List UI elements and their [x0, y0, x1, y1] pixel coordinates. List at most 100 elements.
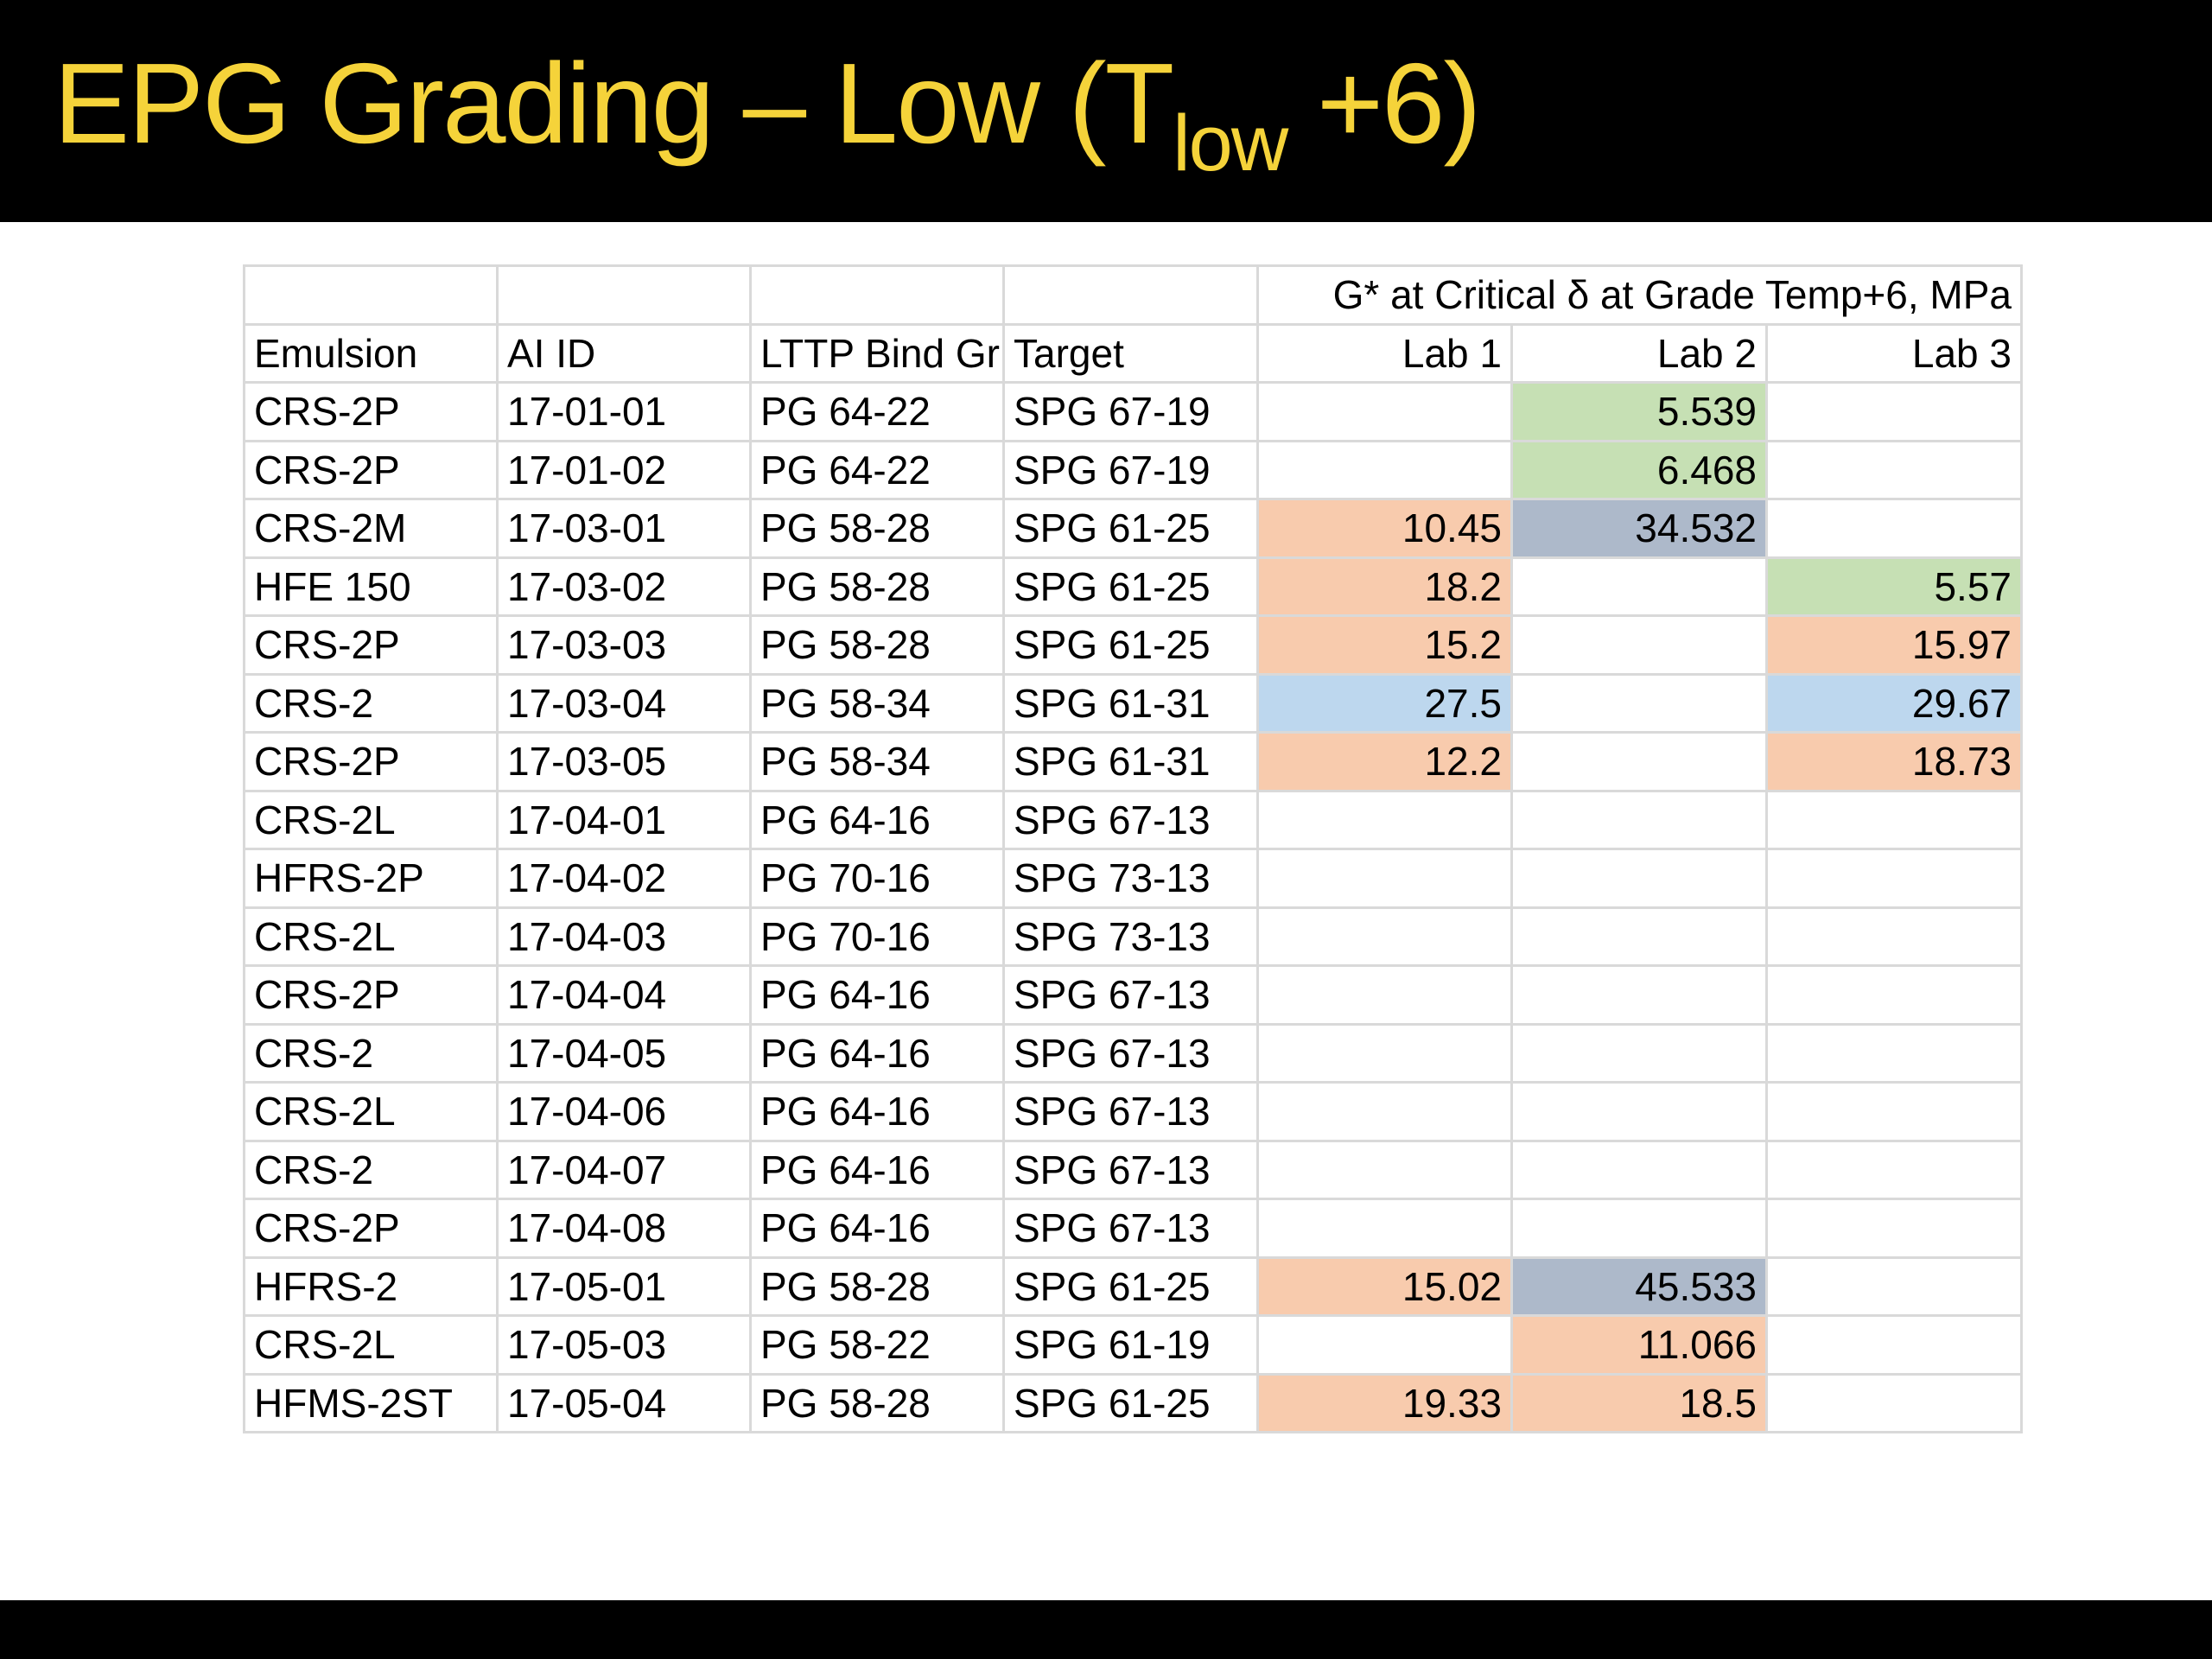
lttp-grade-cell: PG 64-16	[749, 1198, 1005, 1259]
target-grade-cell: SPG 67-13	[1002, 1139, 1259, 1200]
column-header-lttp: LTTP Bind Gr	[749, 322, 1005, 384]
target-grade-cell: SPG 61-25	[1002, 498, 1259, 559]
emulsion-cell: CRS-2L	[243, 789, 499, 850]
header-blank	[1002, 264, 1259, 326]
emulsion-cell: HFE 150	[243, 556, 499, 617]
lab3-value-cell	[1765, 439, 2023, 500]
emulsion-cell: CRS-2P	[243, 381, 499, 442]
column-header-emulsion: Emulsion	[243, 322, 499, 384]
table-row: CRS-2L 17-04-03 PG 70-16 SPG 73-13	[243, 906, 2023, 967]
table-row: CRS-2P 17-03-03 PG 58-28 SPG 61-25 15.2 15.97	[243, 614, 2023, 676]
lab2-value-cell	[1510, 672, 1768, 734]
column-header-lab1: Lab 1	[1256, 322, 1513, 384]
lttp-grade-cell: PG 58-28	[749, 1255, 1005, 1317]
slide-title: EPG Grading – Low (Tlow +6)	[54, 35, 1481, 183]
ai-id-cell: 17-04-01	[496, 789, 752, 850]
ai-id-cell: 17-01-01	[496, 381, 752, 442]
emulsion-cell: CRS-2P	[243, 1198, 499, 1259]
lab3-value-cell	[1765, 381, 2023, 442]
lab2-value-cell	[1510, 848, 1768, 909]
table-row: CRS-2M 17-03-01 PG 58-28 SPG 61-25 10.45 34.5…	[243, 498, 2023, 559]
lab2-value-cell: 34.532	[1510, 498, 1768, 559]
lab1-value-cell	[1256, 906, 1513, 967]
emulsion-cell: CRS-2P	[243, 731, 499, 792]
lab3-value-cell	[1765, 498, 2023, 559]
lab1-value-cell: 15.02	[1256, 1255, 1513, 1317]
lab3-value-cell: 29.67	[1765, 672, 2023, 734]
lttp-grade-cell: PG 58-28	[749, 614, 1005, 676]
lab3-value-cell	[1765, 848, 2023, 909]
target-grade-cell: SPG 73-13	[1002, 906, 1259, 967]
table-row: CRS-2 17-04-07 PG 64-16 SPG 67-13	[243, 1139, 2023, 1200]
lab2-value-cell	[1510, 906, 1768, 967]
emulsion-cell: CRS-2	[243, 672, 499, 734]
emulsion-cell: CRS-2	[243, 1022, 499, 1084]
target-grade-cell: SPG 67-13	[1002, 1198, 1259, 1259]
title-tail: +6)	[1287, 40, 1481, 167]
lab2-value-cell: 6.468	[1510, 439, 1768, 500]
table-row: CRS-2P 17-04-08 PG 64-16 SPG 67-13	[243, 1198, 2023, 1259]
table-row: CRS-2L 17-04-06 PG 64-16 SPG 67-13	[243, 1081, 2023, 1142]
table-row: CRS-2L 17-04-01 PG 64-16 SPG 67-13	[243, 789, 2023, 850]
lab1-value-cell	[1256, 439, 1513, 500]
lab3-value-cell	[1765, 906, 2023, 967]
lab3-value-cell: 15.97	[1765, 614, 2023, 676]
lab2-value-cell: 5.539	[1510, 381, 1768, 442]
target-grade-cell: SPG 61-25	[1002, 1372, 1259, 1433]
group-header-gstar: G* at Critical δ at Grade Temp+6, MPa	[1256, 264, 2023, 326]
lab3-value-cell	[1765, 1139, 2023, 1200]
lab1-value-cell	[1256, 381, 1513, 442]
lttp-grade-cell: PG 58-28	[749, 498, 1005, 559]
table-row: CRS-2P 17-03-05 PG 58-34 SPG 61-31 12.2 18.73	[243, 731, 2023, 792]
title-subscript: low	[1173, 99, 1288, 188]
title-main: EPG Grading – Low (T	[54, 40, 1174, 167]
target-grade-cell: SPG 67-13	[1002, 964, 1259, 1026]
lab2-value-cell	[1510, 731, 1768, 792]
ai-id-cell: 17-03-02	[496, 556, 752, 617]
column-header-row: Emulsion AI ID LTTP Bind Gr Target Lab 1…	[243, 322, 2023, 384]
lab2-value-cell	[1510, 1022, 1768, 1084]
ai-id-cell: 17-04-08	[496, 1198, 752, 1259]
lttp-grade-cell: PG 64-22	[749, 439, 1005, 500]
column-header-lab3: Lab 3	[1765, 322, 2023, 384]
ai-id-cell: 17-03-04	[496, 672, 752, 734]
lab1-value-cell	[1256, 1081, 1513, 1142]
lab1-value-cell: 12.2	[1256, 731, 1513, 792]
target-grade-cell: SPG 61-25	[1002, 614, 1259, 676]
lab3-value-cell	[1765, 1372, 2023, 1433]
lab3-value-cell: 5.57	[1765, 556, 2023, 617]
lab1-value-cell: 15.2	[1256, 614, 1513, 676]
ai-id-cell: 17-01-02	[496, 439, 752, 500]
lab2-value-cell	[1510, 614, 1768, 676]
group-header-row: G* at Critical δ at Grade Temp+6, MPa	[243, 264, 2023, 326]
header-blank	[496, 264, 752, 326]
emulsion-cell: CRS-2P	[243, 614, 499, 676]
target-grade-cell: SPG 67-13	[1002, 1081, 1259, 1142]
lab2-value-cell	[1510, 556, 1768, 617]
lab3-value-cell: 18.73	[1765, 731, 2023, 792]
ai-id-cell: 17-04-07	[496, 1139, 752, 1200]
table-row: CRS-2 17-04-05 PG 64-16 SPG 67-13	[243, 1022, 2023, 1084]
lab1-value-cell	[1256, 789, 1513, 850]
lab2-value-cell: 11.066	[1510, 1314, 1768, 1376]
table-row: CRS-2L 17-05-03 PG 58-22 SPG 61-19 11.066	[243, 1314, 2023, 1376]
lttp-grade-cell: PG 64-22	[749, 381, 1005, 442]
header-blank	[243, 264, 499, 326]
ai-id-cell: 17-05-03	[496, 1314, 752, 1376]
lab1-value-cell	[1256, 848, 1513, 909]
ai-id-cell: 17-04-02	[496, 848, 752, 909]
target-grade-cell: SPG 67-13	[1002, 1022, 1259, 1084]
emulsion-cell: CRS-2P	[243, 439, 499, 500]
lab1-value-cell: 27.5	[1256, 672, 1513, 734]
lab3-value-cell	[1765, 1198, 2023, 1259]
grading-table: G* at Critical δ at Grade Temp+6, MPa Em…	[243, 264, 2023, 1433]
table-row: CRS-2 17-03-04 PG 58-34 SPG 61-31 27.5 29.67	[243, 672, 2023, 734]
lab2-value-cell	[1510, 789, 1768, 850]
lab3-value-cell	[1765, 1314, 2023, 1376]
target-grade-cell: SPG 61-25	[1002, 1255, 1259, 1317]
table-row: HFRS-2P 17-04-02 PG 70-16 SPG 73-13	[243, 848, 2023, 909]
table-row: HFRS-2 17-05-01 PG 58-28 SPG 61-25 15.02 45.5…	[243, 1255, 2023, 1317]
ai-id-cell: 17-04-06	[496, 1081, 752, 1142]
lab2-value-cell	[1510, 1139, 1768, 1200]
lttp-grade-cell: PG 64-16	[749, 1139, 1005, 1200]
